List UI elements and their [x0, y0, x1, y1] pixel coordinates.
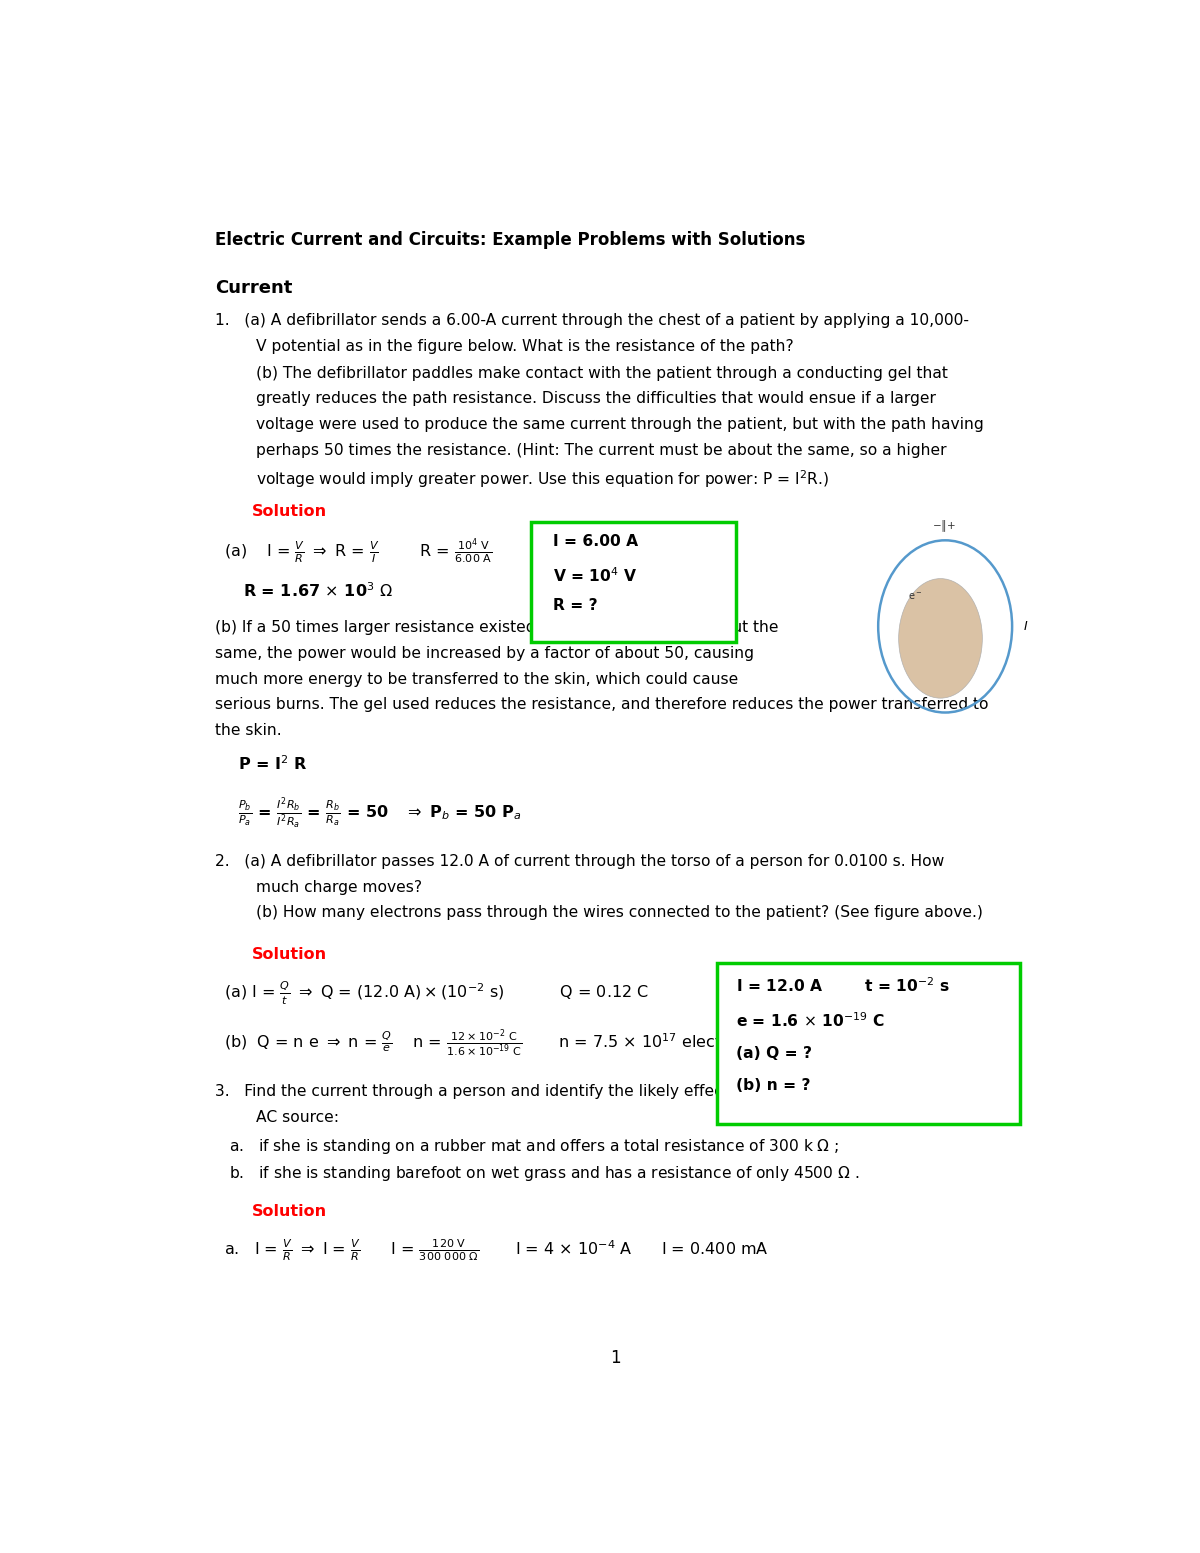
Text: greatly reduces the path resistance. Discuss the difficulties that would ensue i: greatly reduces the path resistance. Dis… [256, 391, 936, 407]
Text: serious burns. The gel used reduces the resistance, and therefore reduces the po: serious burns. The gel used reduces the … [215, 697, 989, 713]
Text: V = 10$^4$ V: V = 10$^4$ V [553, 567, 637, 585]
FancyBboxPatch shape [718, 963, 1020, 1123]
Text: AC source:: AC source: [256, 1110, 340, 1124]
Text: (b) n = ?: (b) n = ? [736, 1078, 810, 1093]
Text: perhaps 50 times the resistance. (Hint: The current must be about the same, so a: perhaps 50 times the resistance. (Hint: … [256, 443, 947, 458]
Text: the skin.: the skin. [215, 724, 282, 738]
Text: (a) Q = ?: (a) Q = ? [736, 1045, 812, 1061]
Text: 1: 1 [610, 1348, 620, 1367]
Text: Solution: Solution [252, 947, 328, 961]
Text: a.   I = $\frac{V}{R}$ $\Rightarrow$ I = $\frac{V}{R}$      I = $\frac{120\ \mat: a. I = $\frac{V}{R}$ $\Rightarrow$ I = $… [224, 1238, 769, 1263]
Text: Solution: Solution [252, 1204, 328, 1219]
Text: b.   if she is standing barefoot on wet grass and has a resistance of only 4500 : b. if she is standing barefoot on wet gr… [229, 1163, 859, 1183]
Text: voltage would imply greater power. Use this equation for power: P = I$^2$R.): voltage would imply greater power. Use t… [256, 469, 829, 491]
Text: (b)  Q = n e $\Rightarrow$ n = $\frac{Q}{e}$    n = $\frac{12 \times 10^{-2}\ \m: (b) Q = n e $\Rightarrow$ n = $\frac{Q}{… [224, 1028, 757, 1059]
Text: (a)    I = $\frac{V}{R}$ $\Rightarrow$ R = $\frac{V}{I}$        R = $\frac{10^4\: (a) I = $\frac{V}{R}$ $\Rightarrow$ R = … [224, 536, 493, 567]
Text: much more energy to be transferred to the skin, which could cause: much more energy to be transferred to th… [215, 671, 738, 686]
Text: 3.   Find the current through a person and identify the likely effect on her if : 3. Find the current through a person and… [215, 1084, 961, 1100]
Text: P = I$^2$ R: P = I$^2$ R [239, 753, 308, 772]
Text: $\frac{P_b}{P_a}$ = $\frac{I^2 R_b}{I^2 R_a}$ = $\frac{R_b}{R_a}$ = 50   $\Right: $\frac{P_b}{P_a}$ = $\frac{I^2 R_b}{I^2 … [239, 795, 522, 831]
Text: 1.   (a) A defibrillator sends a 6.00-A current through the chest of a patient b: 1. (a) A defibrillator sends a 6.00-A cu… [215, 312, 970, 328]
Text: (b) How many electrons pass through the wires connected to the patient? (See fig: (b) How many electrons pass through the … [256, 905, 983, 921]
Text: Electric Current and Circuits: Example Problems with Solutions: Electric Current and Circuits: Example P… [215, 230, 805, 248]
Text: I = 12.0 A        t = 10$^{-2}$ s: I = 12.0 A t = 10$^{-2}$ s [736, 977, 949, 995]
Text: e = 1.6 $\times$ 10$^{-19}$ C: e = 1.6 $\times$ 10$^{-19}$ C [736, 1011, 884, 1030]
Text: V potential as in the figure below. What is the resistance of the path?: V potential as in the figure below. What… [256, 339, 793, 354]
Ellipse shape [899, 579, 983, 699]
Text: (a) I = $\frac{Q}{t}$ $\Rightarrow$ Q = $\left(12.0\ \mathrm{A}\right) \times \l: (a) I = $\frac{Q}{t}$ $\Rightarrow$ Q = … [224, 980, 649, 1008]
Text: 2.   (a) A defibrillator passes 12.0 A of current through the torso of a person : 2. (a) A defibrillator passes 12.0 A of … [215, 854, 944, 870]
Text: I: I [1024, 620, 1027, 634]
Text: R = ?: R = ? [553, 598, 598, 613]
Text: Current: Current [215, 280, 293, 298]
Text: e$^-$: e$^-$ [908, 592, 923, 603]
Text: a.   if she is standing on a rubber mat and offers a total resistance of 300 k $: a. if she is standing on a rubber mat an… [229, 1137, 839, 1155]
Text: same, the power would be increased by a factor of about 50, causing: same, the power would be increased by a … [215, 646, 754, 662]
Text: (b) If a 50 times larger resistance existed, keeping the current about the: (b) If a 50 times larger resistance exis… [215, 620, 779, 635]
Text: Solution: Solution [252, 505, 328, 519]
Text: −║+: −║+ [934, 519, 956, 531]
Text: I = 6.00 A: I = 6.00 A [553, 534, 638, 548]
Text: (b) The defibrillator paddles make contact with the patient through a conducting: (b) The defibrillator paddles make conta… [256, 365, 948, 380]
Text: voltage were used to produce the same current through the patient, but with the : voltage were used to produce the same cu… [256, 418, 984, 432]
Text: much charge moves?: much charge moves? [256, 881, 422, 895]
Text: R = 1.67 $\times$ 10$^3$ $\Omega$: R = 1.67 $\times$ 10$^3$ $\Omega$ [242, 581, 394, 601]
FancyBboxPatch shape [532, 522, 736, 641]
